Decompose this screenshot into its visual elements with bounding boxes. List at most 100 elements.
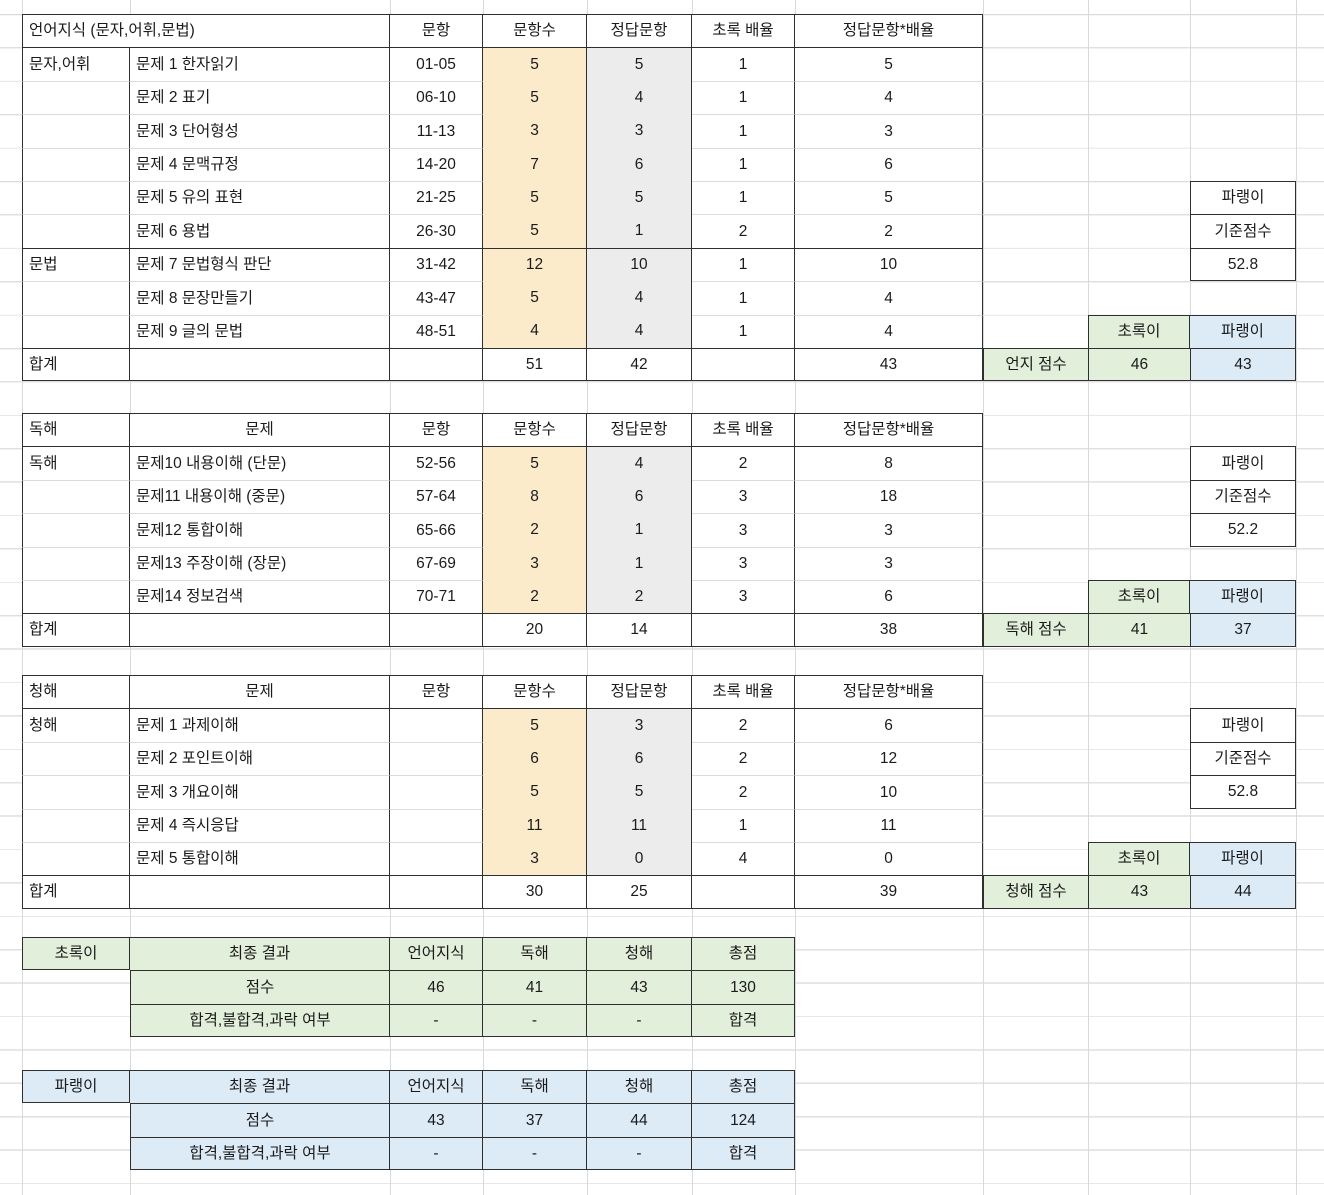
cell-empty[interactable]: [1088, 547, 1190, 580]
legend-blue-cell[interactable]: 파랭이: [1190, 841, 1296, 876]
cell-weighted-score[interactable]: 11: [795, 808, 983, 842]
cell-problem[interactable]: 문제 3 개요이해: [130, 775, 390, 809]
cell-item-count[interactable]: 5: [483, 47, 587, 81]
header-cell[interactable]: 청해: [587, 937, 692, 971]
cell-problem[interactable]: 문제 4 즉시응답: [130, 808, 390, 842]
cell-correct-count[interactable]: 4: [587, 446, 692, 480]
cell-empty[interactable]: [983, 513, 1088, 546]
header-cell[interactable]: 언어지식: [390, 1070, 483, 1104]
header-section-title[interactable]: 청해: [22, 675, 130, 709]
cell-multiplier[interactable]: 3: [692, 513, 795, 547]
row-label-cell[interactable]: 합격,불합격,과락 여부: [130, 1003, 390, 1038]
cell-item-count[interactable]: 5: [483, 775, 587, 809]
cell-empty[interactable]: [983, 675, 1088, 708]
score-green-cell[interactable]: 46: [1088, 347, 1190, 382]
cell-empty[interactable]: [1190, 81, 1296, 114]
cell-empty[interactable]: [983, 775, 1088, 808]
cell-weighted-score[interactable]: 3: [795, 513, 983, 547]
cell-multiplier[interactable]: 1: [692, 147, 795, 181]
header-cell[interactable]: 문항: [390, 675, 483, 709]
total-weighted-score[interactable]: 39: [795, 875, 983, 909]
cell-weighted-score[interactable]: 4: [795, 314, 983, 348]
cell-empty[interactable]: [1088, 446, 1190, 479]
cell-item-range[interactable]: 52-56: [390, 446, 483, 480]
cell-multiplier[interactable]: 2: [692, 708, 795, 742]
cell-weighted-score[interactable]: 5: [795, 47, 983, 81]
cell-group-label[interactable]: [22, 479, 130, 514]
cell-item-range[interactable]: [390, 775, 483, 809]
cell-multiplier[interactable]: 1: [692, 314, 795, 348]
cell-empty[interactable]: [390, 347, 483, 382]
cell-empty[interactable]: [130, 875, 390, 909]
score-cell[interactable]: 43: [390, 1103, 483, 1137]
cell-group-label[interactable]: [22, 214, 130, 248]
cell-empty[interactable]: [1190, 547, 1296, 580]
header-cell[interactable]: 독해: [483, 937, 587, 971]
cell-group-label[interactable]: [22, 180, 130, 215]
cell-correct-count[interactable]: 4: [587, 80, 692, 115]
cell-multiplier[interactable]: 2: [692, 214, 795, 248]
cell-item-count[interactable]: 4: [483, 314, 587, 348]
score-cell[interactable]: 130: [692, 970, 795, 1004]
cell-item-range[interactable]: 21-25: [390, 180, 483, 215]
score-green-cell[interactable]: 41: [1088, 613, 1190, 647]
threshold-box-cell[interactable]: 52.8: [1190, 247, 1296, 282]
cell-group-label[interactable]: 문자,어휘: [22, 47, 130, 81]
header-cell[interactable]: 최종 결과: [130, 937, 390, 971]
cell-item-count[interactable]: 6: [483, 741, 587, 776]
header-section-title[interactable]: 언어지식 (문자,어휘,문법): [22, 14, 390, 48]
cell-item-range[interactable]: 31-42: [390, 247, 483, 282]
cell-empty[interactable]: [390, 875, 483, 909]
cell-item-count[interactable]: 8: [483, 479, 587, 514]
cell-group-label[interactable]: [22, 80, 130, 115]
cell-group-label[interactable]: [22, 775, 130, 809]
cell-empty[interactable]: [1088, 480, 1190, 513]
cell-weighted-score[interactable]: 3: [795, 114, 983, 148]
cell-item-range[interactable]: 67-69: [390, 546, 483, 580]
cell-item-count[interactable]: 7: [483, 147, 587, 181]
cell-multiplier[interactable]: 1: [692, 180, 795, 215]
cell-empty[interactable]: [983, 114, 1088, 147]
cell-multiplier[interactable]: 1: [692, 114, 795, 148]
cell-problem[interactable]: 문제 3 단어형성: [130, 114, 390, 148]
threshold-box-cell[interactable]: 파랭이: [1190, 708, 1296, 742]
header-cell[interactable]: 정답문항: [587, 14, 692, 48]
cell-empty[interactable]: [983, 81, 1088, 114]
cell-empty[interactable]: [130, 347, 390, 382]
cell-empty[interactable]: [983, 413, 1088, 446]
cell-group-label[interactable]: [22, 513, 130, 547]
header-cell[interactable]: 최종 결과: [130, 1070, 390, 1104]
cell-multiplier[interactable]: 2: [692, 741, 795, 776]
cell-group-label[interactable]: 청해: [22, 708, 130, 742]
cell-problem[interactable]: 문제 2 포인트이해: [130, 741, 390, 776]
cell-correct-count[interactable]: 10: [587, 247, 692, 282]
cell-item-range[interactable]: 48-51: [390, 314, 483, 348]
total-label[interactable]: 합계: [22, 613, 130, 647]
cell-empty[interactable]: [1088, 742, 1190, 775]
cell-item-range[interactable]: 43-47: [390, 281, 483, 315]
cell-group-label[interactable]: [22, 147, 130, 181]
cell-item-range[interactable]: [390, 841, 483, 876]
header-cell[interactable]: 정답문항: [587, 675, 692, 709]
cell-empty[interactable]: [983, 742, 1088, 775]
cell-multiplier[interactable]: 1: [692, 281, 795, 315]
cell-weighted-score[interactable]: 5: [795, 180, 983, 215]
total-correct-count[interactable]: 42: [587, 347, 692, 382]
total-weighted-score[interactable]: 43: [795, 347, 983, 382]
cell-empty[interactable]: [1088, 248, 1190, 281]
threshold-box-cell[interactable]: 기준점수: [1190, 741, 1296, 776]
cell-empty[interactable]: [1190, 675, 1296, 708]
row-label-cell[interactable]: 점수: [130, 1103, 390, 1137]
header-cell[interactable]: 문항수: [483, 675, 587, 709]
threshold-box-cell[interactable]: 기준점수: [1190, 479, 1296, 514]
cell-weighted-score[interactable]: 4: [795, 281, 983, 315]
cell-problem[interactable]: 문제12 통합이해: [130, 513, 390, 547]
cell-multiplier[interactable]: 3: [692, 546, 795, 580]
header-cell[interactable]: 초록 배율: [692, 675, 795, 709]
cell-problem[interactable]: 문제11 내용이해 (중문): [130, 479, 390, 514]
cell-problem[interactable]: 문제 5 통합이해: [130, 841, 390, 876]
cell-weighted-score[interactable]: 6: [795, 147, 983, 181]
cell-empty[interactable]: [1088, 181, 1190, 214]
cell-empty[interactable]: [1190, 809, 1296, 842]
cell-problem[interactable]: 문제 6 용법: [130, 214, 390, 248]
